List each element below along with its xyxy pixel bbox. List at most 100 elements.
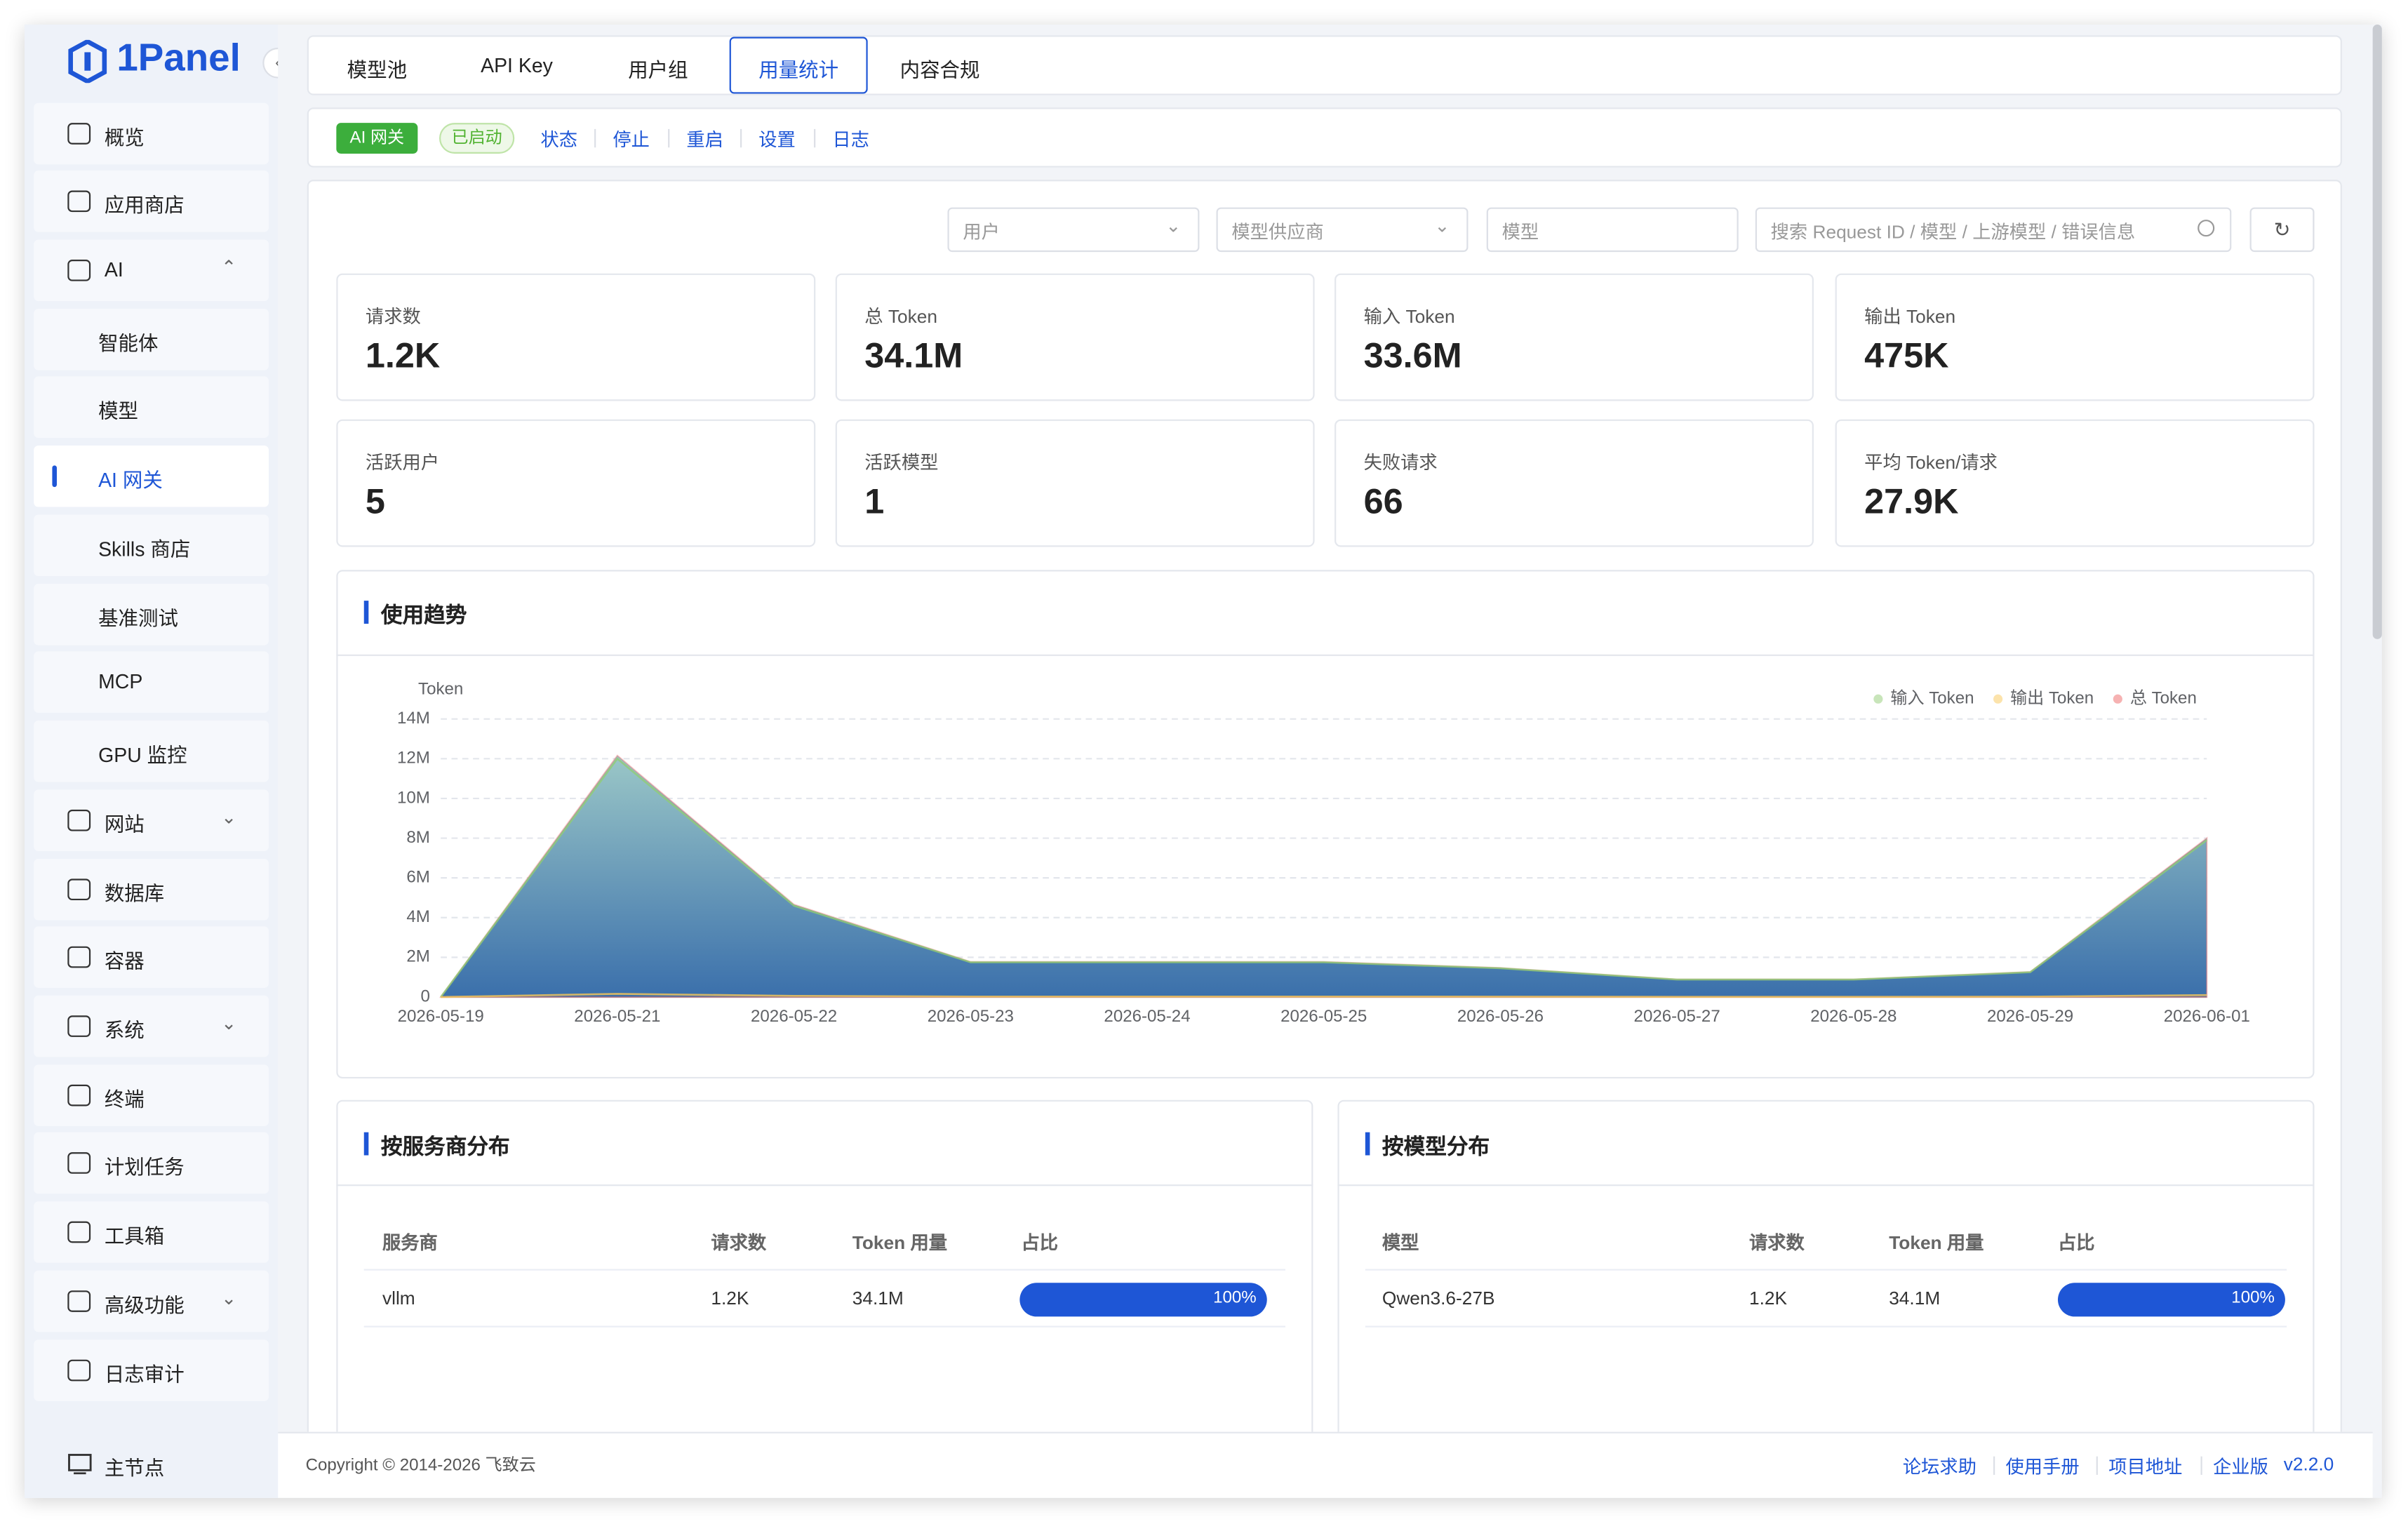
tab[interactable]: API Key: [481, 53, 553, 77]
stat-value: 34.1M: [864, 335, 963, 375]
title-bar: [1365, 1132, 1370, 1156]
logo-icon: [68, 39, 107, 83]
menu-item[interactable]: [34, 858, 269, 921]
toolbar-link[interactable]: 停止: [613, 128, 650, 151]
stat-card: [1335, 419, 1814, 547]
legend-label: 总 Token: [2130, 689, 2197, 708]
chart-header-line: [336, 654, 2315, 656]
footer: [278, 1431, 2373, 1498]
filter-input[interactable]: [947, 207, 1200, 253]
separator: [1993, 1456, 1995, 1475]
menu-item[interactable]: [34, 995, 269, 1057]
tab[interactable]: 用户组: [628, 58, 688, 82]
y-tick-label: 12M: [397, 749, 430, 768]
y-tick-label: 10M: [397, 788, 430, 807]
toolbar-link[interactable]: 状态: [540, 128, 578, 151]
menu-item[interactable]: [34, 651, 269, 713]
column-header: 请求数: [1749, 1231, 1805, 1254]
menu-item[interactable]: [34, 789, 269, 851]
menu-arrow: ⌄: [221, 1012, 237, 1034]
toolbar: [307, 107, 2342, 168]
filter-input[interactable]: [1486, 207, 1739, 253]
tab[interactable]: 内容合规: [899, 58, 980, 82]
menu-item[interactable]: [34, 1201, 269, 1263]
menu-label: 工具箱: [104, 1224, 165, 1248]
menu-icon: [67, 260, 91, 281]
select-arrow: ⌄: [1434, 215, 1450, 237]
filter-input[interactable]: [1755, 207, 2232, 253]
toolbar-link[interactable]: 日志: [832, 128, 869, 151]
legend-dot: [2113, 694, 2122, 704]
legend-dot: [1873, 694, 1883, 704]
stat-label: 输入 Token: [1363, 305, 1455, 328]
menu-item[interactable]: [34, 584, 269, 646]
menu-label: 容器: [104, 949, 145, 972]
menu-item[interactable]: [34, 445, 269, 507]
toolbar-link[interactable]: 重启: [686, 128, 723, 151]
stat-card: [1835, 419, 2315, 547]
menu-item[interactable]: [34, 1270, 269, 1332]
menu-item[interactable]: [34, 309, 269, 370]
progress-text: 100%: [2231, 1289, 2275, 1308]
separator: [594, 128, 596, 148]
footer-link[interactable]: 使用手册: [2005, 1456, 2080, 1478]
menu-label: 应用商店: [104, 193, 185, 217]
menu-label: 模型: [98, 399, 139, 423]
tab-bar: [307, 35, 2342, 95]
footer-link[interactable]: 企业版: [2213, 1456, 2268, 1478]
menu-icon: [67, 1221, 91, 1243]
tab[interactable]: 模型池: [347, 58, 408, 82]
stat-label: 失败请求: [1363, 451, 1438, 474]
x-tick-label: 2026-05-27: [1634, 1007, 1720, 1026]
menu-label: 网站: [104, 813, 145, 836]
menu-item[interactable]: [34, 239, 269, 302]
stat-card: [835, 419, 1315, 547]
menu-item[interactable]: [34, 1132, 269, 1194]
y-axis-title: Token: [418, 679, 463, 698]
copyright: Copyright © 2014-2026 飞致云: [305, 1456, 536, 1475]
title-bar: [363, 1132, 369, 1156]
stat-value: 1: [864, 481, 885, 521]
tab[interactable]: 用量统计: [758, 58, 839, 82]
x-tick-label: 2026-05-29: [1987, 1007, 2073, 1026]
status-tag: 已启动: [439, 123, 515, 154]
scrollbar: [2372, 25, 2382, 639]
progress-bar: [1019, 1283, 1267, 1317]
menu-item[interactable]: [34, 1339, 269, 1401]
filter-input[interactable]: [1216, 207, 1469, 253]
column-header: 模型: [1382, 1231, 1419, 1254]
stat-label: 总 Token: [864, 305, 937, 328]
menu-item[interactable]: [34, 514, 269, 577]
menu-item[interactable]: [34, 376, 269, 439]
menu-item[interactable]: [34, 720, 269, 782]
menu-label: 概览: [104, 126, 145, 149]
stat-label: 活跃用户: [365, 451, 440, 474]
x-tick-label: 2026-05-23: [928, 1007, 1014, 1026]
stat-label: 请求数: [365, 305, 421, 328]
card-header-line: [336, 1184, 1313, 1187]
filter-placeholder: 搜索 Request ID / 模型 / 上游模型 / 错误信息: [1770, 221, 2136, 243]
menu-icon: [67, 123, 91, 145]
table-card: [1337, 1099, 2315, 1454]
menu-label: GPU 监控: [98, 743, 187, 767]
cell: 1.2K: [1749, 1287, 1788, 1309]
menu-icon: [67, 946, 91, 968]
refresh-button[interactable]: ↻: [2249, 207, 2315, 253]
filter-placeholder: 用户: [963, 221, 1000, 243]
footer-link[interactable]: 论坛求助: [1902, 1456, 1976, 1478]
menu-item[interactable]: [34, 171, 269, 232]
x-tick-label: 2026-06-01: [2164, 1007, 2250, 1026]
menu-item[interactable]: [34, 102, 269, 165]
stat-card: [336, 273, 816, 401]
chart-title: 使用趋势: [380, 602, 467, 627]
toolbar-link[interactable]: 设置: [758, 128, 796, 151]
menu-item[interactable]: [34, 926, 269, 988]
footer-link[interactable]: 项目地址: [2108, 1456, 2183, 1478]
menu-label: 计划任务: [104, 1155, 185, 1179]
x-tick-label: 2026-05-25: [1280, 1007, 1367, 1026]
separator: [814, 128, 816, 148]
stat-value: 27.9K: [1864, 481, 1959, 521]
chart-title-bar: [363, 601, 369, 624]
menu-item[interactable]: [34, 1064, 269, 1126]
stat-card: [1335, 273, 1814, 401]
